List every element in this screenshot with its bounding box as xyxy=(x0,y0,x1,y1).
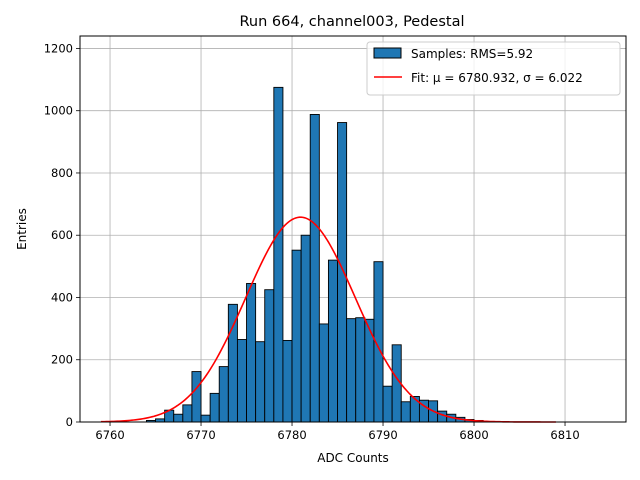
y-tick-label: 1000 xyxy=(44,104,73,118)
legend-samples-label: Samples: RMS=5.92 xyxy=(411,47,533,61)
histogram-bar xyxy=(309,113,320,423)
y-tick-label: 800 xyxy=(51,166,73,180)
legend: Samples: RMS=5.92 Fit: μ = 6780.932, σ =… xyxy=(366,41,621,96)
x-tick-label: 6770 xyxy=(186,428,215,442)
histogram-bar xyxy=(182,404,193,423)
x-axis-label: ADC Counts xyxy=(317,451,389,465)
x-tick-label: 6800 xyxy=(459,428,488,442)
histogram-bar xyxy=(246,283,257,423)
x-tick-label: 6780 xyxy=(277,428,306,442)
histogram-bar xyxy=(173,413,184,423)
histogram-bar xyxy=(327,259,338,423)
histogram-bar xyxy=(355,317,366,423)
chart-title: Run 664, channel003, Pedestal xyxy=(239,14,464,30)
histogram-bar xyxy=(300,234,311,423)
y-tick-label: 0 xyxy=(66,415,73,429)
histogram-bar xyxy=(273,86,284,423)
histogram-bar xyxy=(218,366,229,423)
histogram-bar xyxy=(264,289,275,423)
y-axis-label: Entries xyxy=(15,208,29,250)
histogram-bar xyxy=(382,385,393,423)
histogram-bar xyxy=(291,249,302,423)
histogram-bar xyxy=(209,392,220,423)
histogram-bar xyxy=(191,371,202,423)
histogram-bar xyxy=(200,414,211,423)
x-tick-label: 6760 xyxy=(95,428,124,442)
histogram-bar xyxy=(236,339,247,423)
x-tick-label: 6810 xyxy=(550,428,579,442)
axes-frame xyxy=(79,35,627,423)
legend-frame xyxy=(366,41,621,96)
histogram-bar xyxy=(318,323,329,423)
y-tick-label: 600 xyxy=(51,228,73,242)
legend-samples-swatch xyxy=(373,47,402,59)
histogram-bar xyxy=(337,122,348,423)
x-tick-label: 6790 xyxy=(368,428,397,442)
histogram-bar xyxy=(400,401,411,423)
histogram-bar xyxy=(227,303,238,423)
histogram-bar xyxy=(409,396,420,423)
histogram-bar xyxy=(282,339,293,423)
y-tick-label: 1200 xyxy=(44,41,73,55)
legend-fit-label: Fit: μ = 6780.932, σ = 6.022 xyxy=(411,71,583,85)
fit-curve xyxy=(100,216,556,423)
y-tick-label: 400 xyxy=(51,290,73,304)
y-tick-label: 200 xyxy=(51,353,73,367)
histogram-bar xyxy=(346,318,357,423)
histogram-bar xyxy=(255,341,266,423)
